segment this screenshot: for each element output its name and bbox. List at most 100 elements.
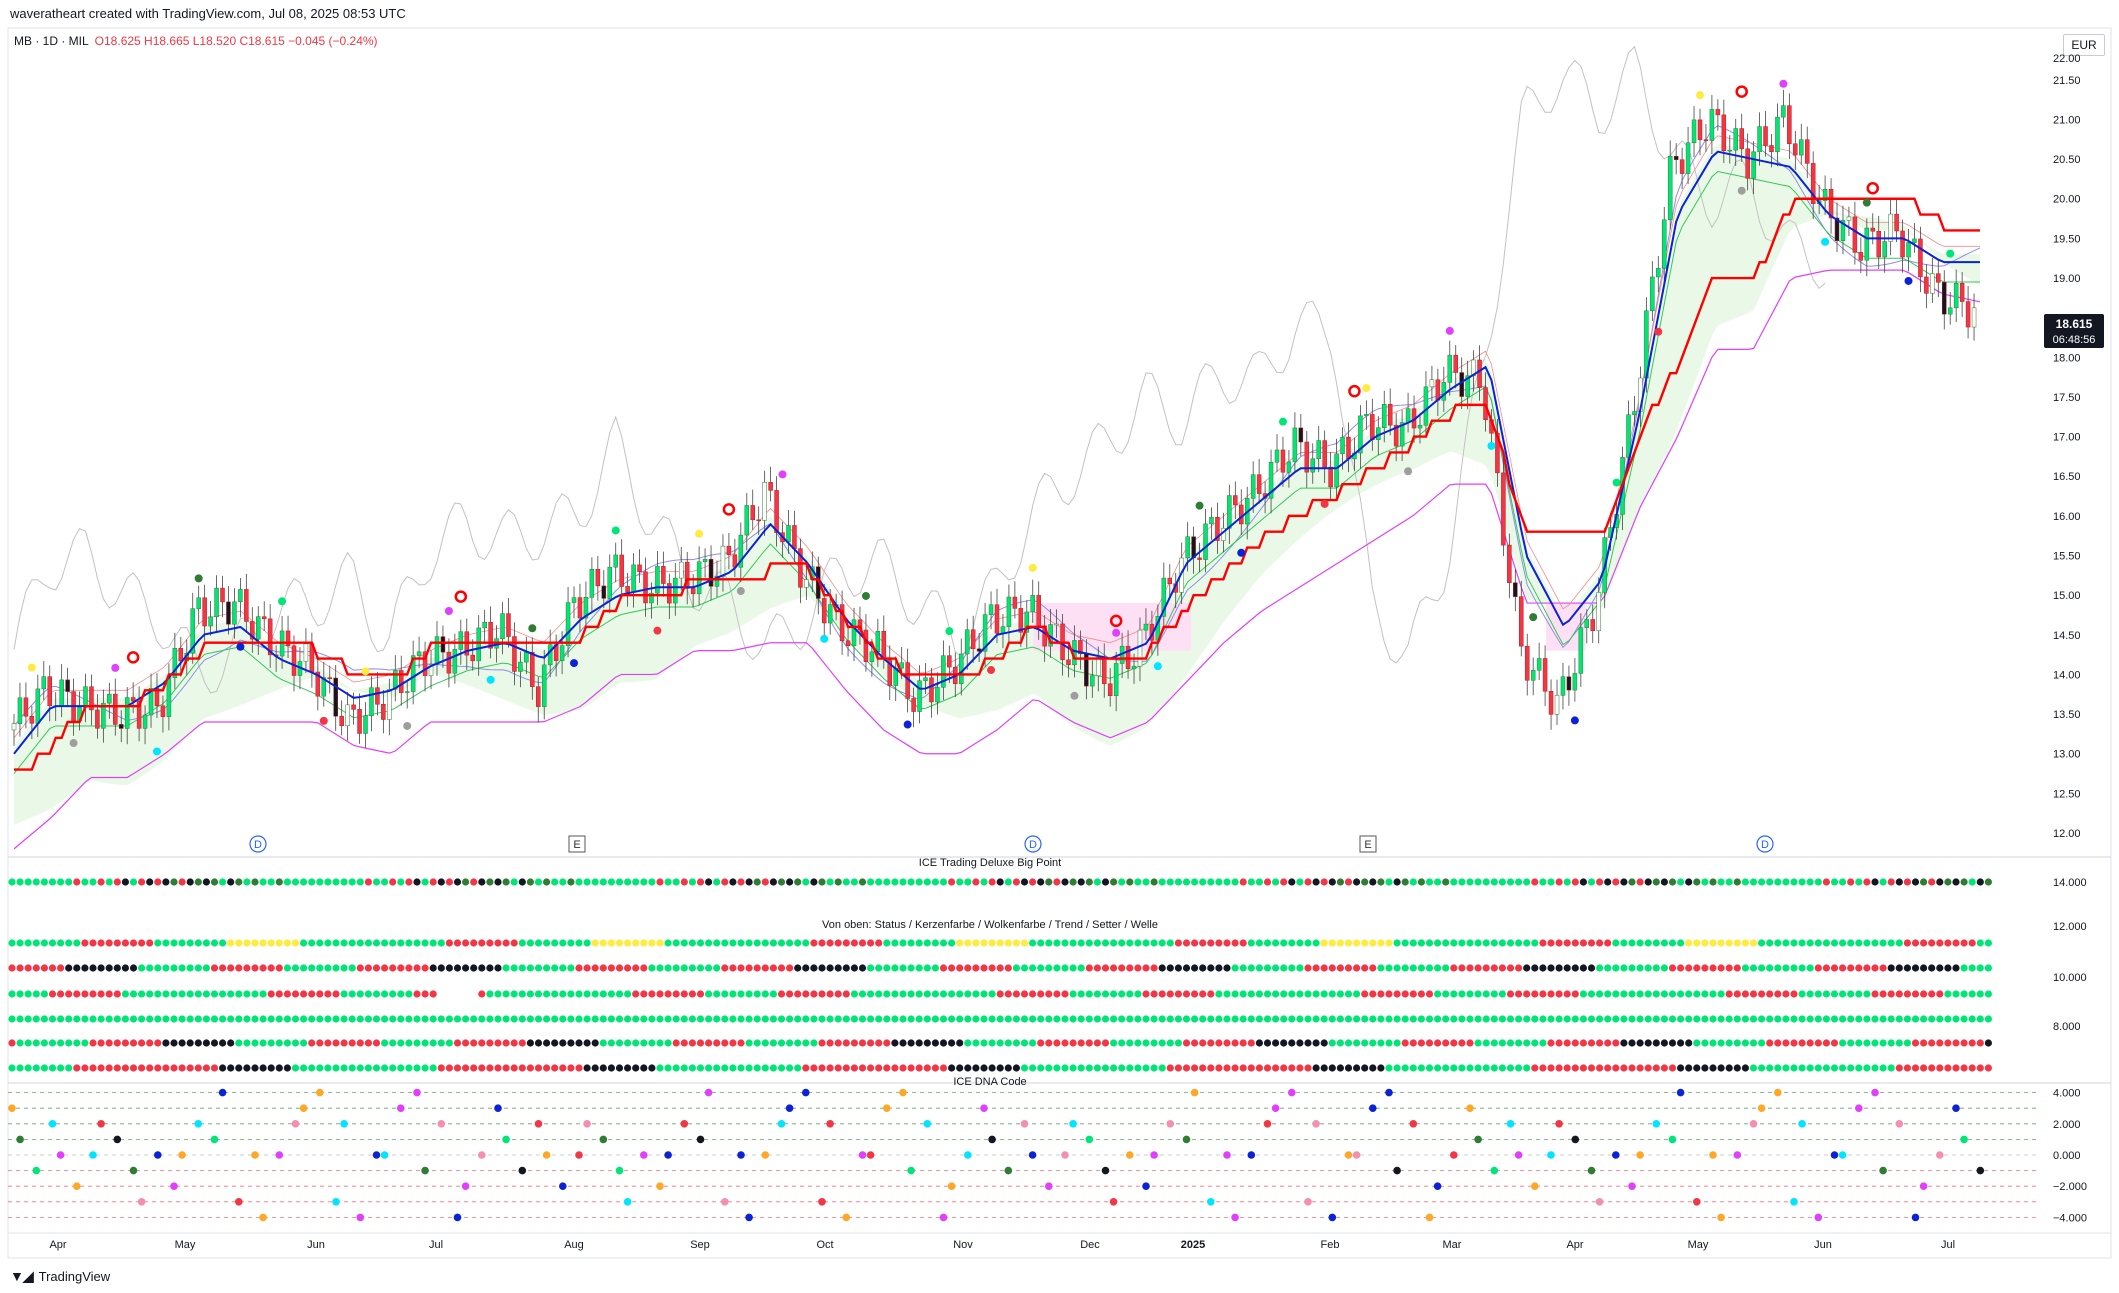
status-dot: [486, 1039, 494, 1047]
status-dot: [1304, 939, 1312, 947]
status-dot: [883, 964, 891, 972]
big-point-dot: [73, 878, 81, 886]
status-dot: [1587, 1015, 1596, 1023]
status-dot: [948, 939, 956, 947]
status-dot: [1895, 939, 1903, 947]
status-dot: [1863, 1039, 1871, 1047]
dna-dot: [704, 1088, 713, 1097]
currency-button[interactable]: EUR: [2063, 34, 2105, 56]
big-point-dot: [518, 878, 526, 886]
tradingview-branding[interactable]: ▼◢ TradingView: [10, 1268, 110, 1285]
candle-body: [696, 561, 702, 595]
status-dot: [275, 964, 283, 972]
status-dot: [1482, 990, 1490, 998]
status-dot: [769, 939, 778, 947]
status-dot: [1110, 1064, 1118, 1072]
candle-body: [1435, 379, 1441, 401]
time-tick-label: Nov: [953, 1239, 973, 1251]
candle-body: [1769, 145, 1774, 153]
big-point-dot: [1758, 878, 1766, 886]
candle-body: [124, 697, 130, 729]
status-dot: [1474, 1039, 1482, 1047]
candle-body: [1513, 582, 1518, 597]
status-dot: [1053, 1039, 1061, 1047]
status-dot: [1207, 1064, 1215, 1072]
price-tick-label: 19.00: [2053, 273, 2081, 285]
status-dot: [1571, 1039, 1579, 1047]
status-dot: [794, 939, 802, 947]
status-dot: [1280, 964, 1288, 972]
status-dot: [445, 939, 453, 947]
big-point-tick-label: 14.000: [2053, 877, 2087, 889]
status-dot: [1142, 990, 1150, 998]
candle-body: [1322, 440, 1327, 468]
candle-body: [1167, 577, 1173, 584]
status-dot: [1822, 1015, 1830, 1023]
status-dot: [486, 990, 494, 998]
status-dot: [1020, 1039, 1029, 1047]
status-dot: [113, 939, 121, 947]
big-point-dot: [664, 878, 672, 886]
earnings-icon: [568, 835, 586, 853]
big-point-dot: [1320, 878, 1328, 886]
status-dot: [1101, 1015, 1110, 1023]
big-point-dot: [599, 878, 607, 886]
status-dot: [1725, 939, 1733, 947]
candle-body: [315, 671, 321, 697]
status-dot: [1903, 1015, 1911, 1023]
status-dot: [413, 990, 421, 998]
symbol-legend[interactable]: MB · 1D · MIL O18.625 H18.665 L18.520 C1…: [14, 34, 378, 48]
status-dot: [1782, 964, 1790, 972]
status-dot: [1798, 1039, 1806, 1047]
status-dot: [1830, 939, 1839, 947]
status-dot: [1960, 964, 1968, 972]
status-dot: [1523, 964, 1531, 972]
candle-body: [327, 677, 333, 679]
status-dot: [1199, 939, 1207, 947]
status-dot: [713, 990, 721, 998]
status-dot: [729, 1064, 737, 1072]
status-dot: [632, 1064, 640, 1072]
status-dot: [1709, 1039, 1717, 1047]
status-dot: [615, 990, 624, 998]
candle-body: [964, 629, 970, 655]
big-point-dot: [899, 878, 907, 886]
status-dot: [818, 1064, 826, 1072]
status-dot: [1142, 1015, 1150, 1023]
status-dot: [364, 1015, 372, 1023]
status-dot: [1401, 1039, 1409, 1047]
status-dot: [89, 1015, 97, 1023]
big-point-dot: [794, 878, 802, 886]
candle-body: [1036, 595, 1041, 627]
status-dot: [1110, 990, 1118, 998]
status-dot: [121, 990, 129, 998]
big-point-dot: [397, 878, 405, 886]
signal-dot: [570, 659, 579, 668]
signal-dot: [1570, 716, 1579, 725]
status-dot: [40, 939, 49, 947]
status-dot: [1199, 964, 1207, 972]
status-dot: [1417, 1015, 1425, 1023]
big-point-dot: [300, 878, 308, 886]
status-dot: [737, 1064, 745, 1072]
big-point-dot: [121, 878, 129, 886]
status-dot: [1385, 1015, 1393, 1023]
status-dot: [1004, 1064, 1012, 1072]
status-dot: [1758, 1064, 1766, 1072]
dna-dot: [1960, 1135, 1968, 1144]
candle-body: [1852, 216, 1858, 253]
status-dot: [972, 939, 980, 947]
status-dot: [1458, 990, 1466, 998]
status-dot: [875, 1064, 883, 1072]
event-marker-E: E: [1359, 835, 1377, 853]
status-dot: [1134, 1015, 1142, 1023]
status-dot: [526, 964, 535, 972]
time-axis: Apr May Jun Jul Aug Sep Oct Nov Dec 2025 Feb Mar Apr…: [49, 1239, 1955, 1251]
status-dot: [1660, 939, 1668, 947]
big-point-dot: [32, 878, 40, 886]
status-dot: [1247, 939, 1255, 947]
status-dot: [1174, 990, 1182, 998]
candle-body: [1107, 683, 1113, 696]
big-point-dot: [1020, 878, 1029, 886]
